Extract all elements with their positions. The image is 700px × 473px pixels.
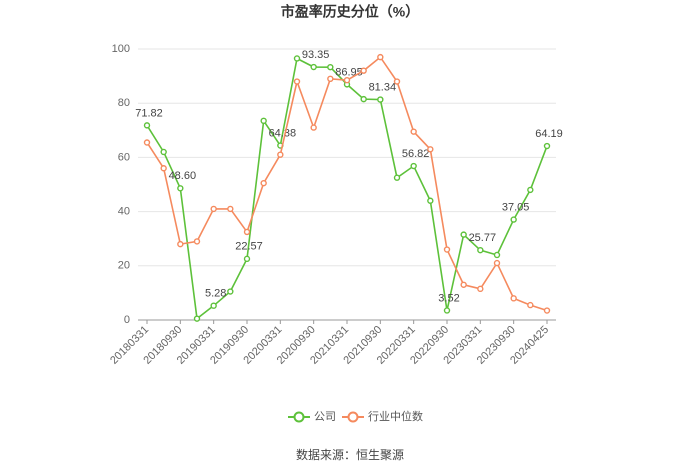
data-point [427, 146, 434, 153]
data-point [327, 63, 334, 71]
data-point [543, 142, 551, 150]
data-point [277, 151, 284, 158]
data-point [493, 251, 501, 259]
legend-label: 公司 [314, 411, 336, 423]
data-label: 64.19 [535, 128, 563, 140]
data-point [243, 255, 251, 263]
data-point [160, 165, 167, 172]
data-point [460, 281, 467, 288]
data-point [343, 76, 351, 84]
data-point [543, 307, 551, 314]
data-point [510, 295, 517, 302]
legend-marker [293, 411, 305, 423]
data-label: 64.38 [269, 127, 297, 139]
data-label: 81.34 [369, 81, 397, 93]
data-point [310, 63, 317, 71]
data-label: 86.95 [335, 66, 363, 78]
data-point [377, 53, 384, 61]
data-point [360, 67, 367, 74]
data-point [427, 197, 434, 204]
y-tick-label: 60 [118, 151, 130, 163]
data-point [377, 96, 384, 103]
series-line [146, 55, 548, 312]
data-point [143, 139, 151, 146]
data-point [260, 117, 267, 125]
data-label: 56.82 [402, 148, 430, 160]
data-point [227, 205, 234, 213]
data-point [393, 78, 401, 85]
data-point [310, 124, 317, 131]
data-point [527, 186, 534, 194]
data-point [193, 315, 201, 322]
data-point [177, 240, 184, 248]
data-point [493, 259, 501, 267]
data-label: 22.57 [235, 241, 263, 253]
data-point [527, 301, 534, 309]
data-point [177, 185, 184, 192]
y-tick-label: 80 [118, 97, 130, 109]
data-point [293, 78, 301, 85]
data-point [210, 302, 217, 309]
data-point [510, 216, 517, 223]
y-tick-label: 100 [112, 43, 130, 55]
data-point [193, 238, 201, 245]
data-point [293, 55, 301, 62]
legend-label: 行业中位数 [368, 409, 423, 423]
data-point [360, 95, 367, 103]
data-point [443, 307, 451, 314]
data-point [443, 246, 451, 253]
y-tick-label: 0 [124, 314, 130, 326]
data-point [160, 148, 167, 156]
y-tick-label: 40 [118, 206, 130, 218]
data-point [243, 228, 251, 236]
data-point [393, 174, 401, 181]
data-label: 71.82 [135, 107, 163, 119]
legend-marker [347, 411, 359, 423]
data-point [477, 285, 484, 293]
chart-title: 市盈率历史分位（%） [281, 4, 419, 20]
data-label: 48.60 [169, 170, 197, 182]
data-point [143, 122, 151, 129]
data-point [210, 205, 217, 213]
data-point [410, 162, 417, 170]
data-label: 93.35 [302, 49, 330, 61]
data-point [260, 179, 267, 187]
data-point [477, 246, 484, 254]
data-label: 5.28 [205, 288, 226, 300]
data-label: 37.05 [502, 202, 530, 214]
data-point [410, 128, 417, 135]
source-note: 数据来源：恒生聚源 [296, 447, 404, 462]
data-label: 25.77 [469, 232, 497, 244]
data-label: 3.52 [438, 292, 459, 304]
y-tick-label: 20 [118, 260, 130, 272]
data-point [460, 231, 467, 238]
data-point [227, 288, 234, 295]
data-point [327, 75, 334, 83]
